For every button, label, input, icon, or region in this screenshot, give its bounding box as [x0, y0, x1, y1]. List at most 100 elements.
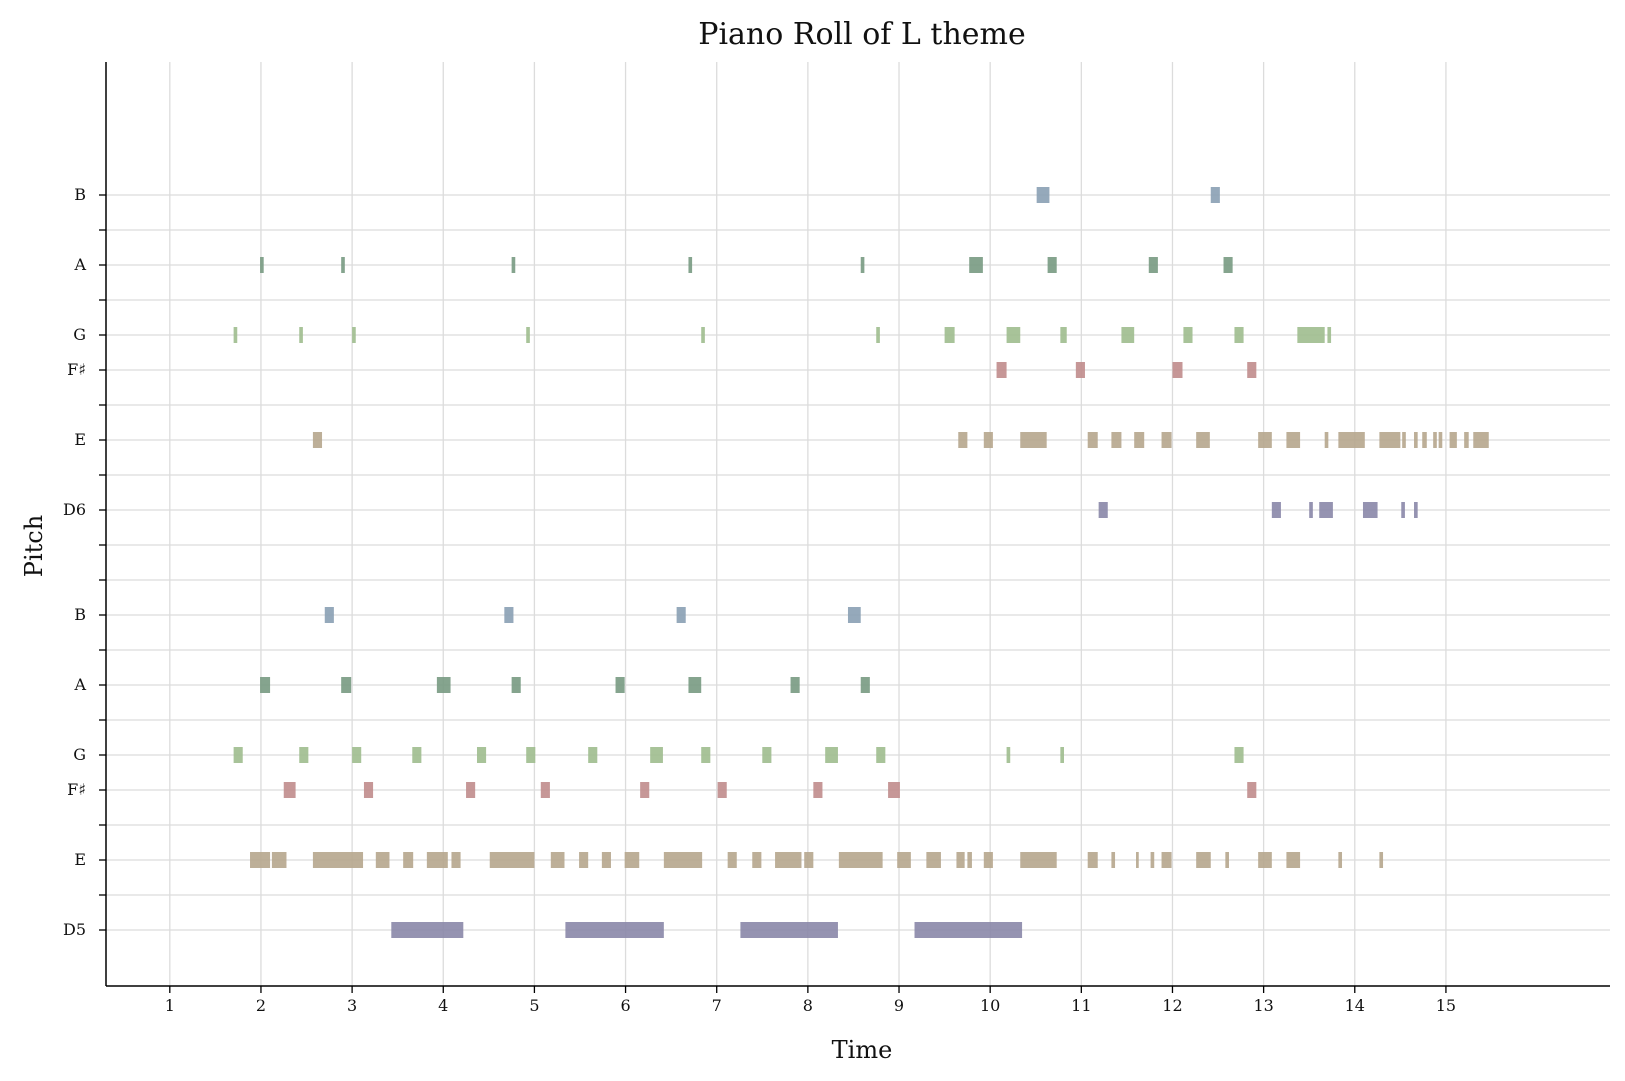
y-tick-label: F♯ [67, 780, 86, 799]
note-bar [1473, 432, 1489, 448]
note-bar [250, 852, 271, 868]
note-bar [324, 607, 334, 623]
note-bar [341, 677, 352, 693]
x-tick-label: 1 [165, 996, 175, 1015]
y-tick-label: B [74, 185, 86, 204]
note-bar [1111, 852, 1116, 868]
x-tick-label: 4 [438, 996, 448, 1015]
grid-lines [106, 62, 1610, 986]
note-bar [1060, 327, 1067, 343]
note-bar [1422, 432, 1427, 448]
note-bar [1047, 257, 1057, 273]
note-bar [511, 677, 521, 693]
note-bar [762, 747, 772, 763]
y-tick-label: A [73, 255, 86, 274]
note-bar [466, 782, 476, 798]
x-tick-label: 13 [1253, 996, 1273, 1015]
note-bar [1464, 432, 1469, 448]
note-bar [688, 257, 693, 273]
note-bar [299, 747, 309, 763]
note-bar [1338, 432, 1365, 448]
note-bar [476, 747, 487, 763]
note-bar [1379, 852, 1384, 868]
note-bar [1087, 432, 1098, 448]
y-tick-label: E [74, 430, 86, 449]
note-bar [847, 607, 861, 623]
y-axis-label: Pitch [20, 515, 48, 577]
note-bar [1247, 782, 1257, 798]
note-bar [956, 852, 965, 868]
note-bar [663, 852, 703, 868]
note-bar [451, 852, 461, 868]
y-tick-label: A [73, 675, 86, 694]
x-tick-label: 12 [1162, 996, 1182, 1015]
note-bar [1020, 852, 1057, 868]
note-bar [1148, 257, 1158, 273]
y-tick-label: D6 [63, 500, 86, 519]
note-bar [888, 782, 900, 798]
note-bar [352, 327, 356, 343]
chart-title: Piano Roll of L theme [698, 17, 1025, 52]
note-bar [1006, 747, 1011, 763]
note-bar [1362, 502, 1378, 518]
note-bar [363, 782, 374, 798]
note-bar [1161, 432, 1172, 448]
notes-layer [233, 187, 1489, 938]
note-bar [740, 922, 838, 938]
note-bar [436, 677, 451, 693]
note-bar [688, 677, 702, 693]
note-bar [752, 852, 762, 868]
note-bar [967, 852, 972, 868]
note-bar [565, 922, 664, 938]
y-tick-label: E [74, 850, 86, 869]
note-bar [403, 852, 414, 868]
note-bar [260, 257, 264, 273]
note-bar [914, 922, 1023, 938]
note-bar [958, 432, 968, 448]
x-tick-label: 5 [529, 996, 539, 1015]
note-bar [526, 747, 536, 763]
y-tick-label: F♯ [67, 360, 86, 379]
note-bar [969, 257, 983, 273]
note-bar [775, 852, 802, 868]
note-bar [813, 782, 823, 798]
note-bar [860, 677, 870, 693]
note-bar [804, 852, 814, 868]
note-bar [1438, 432, 1443, 448]
note-bar [1449, 432, 1457, 448]
x-tick-label: 2 [256, 996, 266, 1015]
y-tick-label: D5 [63, 920, 86, 939]
x-tick-label: 7 [712, 996, 722, 1015]
note-bar [260, 677, 271, 693]
note-bar [579, 852, 589, 868]
note-bar [624, 852, 640, 868]
note-bar [727, 852, 737, 868]
note-bar [233, 747, 243, 763]
note-bar [996, 362, 1007, 378]
note-bar [1338, 852, 1343, 868]
note-bar [1006, 327, 1021, 343]
note-bar [426, 852, 448, 868]
note-bar [790, 677, 800, 693]
note-bar [1075, 362, 1085, 378]
note-bar [1327, 327, 1332, 343]
note-bar [1414, 502, 1418, 518]
note-bar [944, 327, 955, 343]
note-bar [676, 607, 686, 623]
note-bar [640, 782, 650, 798]
note-bar [1286, 432, 1301, 448]
note-bar [1196, 432, 1210, 448]
note-bar [1183, 327, 1193, 343]
note-bar [1111, 432, 1122, 448]
note-bar [526, 327, 530, 343]
note-bar [876, 747, 886, 763]
note-bar [312, 432, 323, 448]
note-bar [412, 747, 422, 763]
note-bar [926, 852, 941, 868]
note-bar [983, 852, 993, 868]
note-bar [1134, 432, 1145, 448]
note-bar [504, 607, 514, 623]
note-bar [1402, 432, 1406, 448]
note-bar [1121, 327, 1135, 343]
